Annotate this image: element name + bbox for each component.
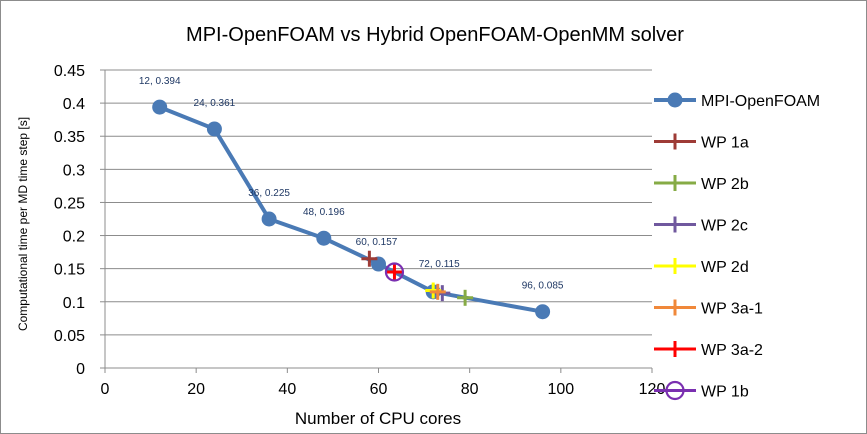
x-tick-label: 60 — [370, 381, 388, 398]
legend-item-wp-1a: WP 1a — [654, 133, 749, 152]
x-tick-label: 80 — [461, 381, 479, 398]
gridlines — [105, 69, 652, 336]
y-tick-label: 0.4 — [63, 96, 85, 113]
legend-item-wp-3a-1: WP 3a-1 — [654, 299, 763, 318]
x-tick-label: 120 — [639, 381, 666, 398]
y-tick-label: 0 — [76, 361, 85, 378]
legend-label: WP 2b — [701, 176, 749, 193]
legend: MPI-OpenFOAM WP 1a WP 2b WP 2c WP 2d WP 3a-1 W… — [654, 92, 820, 401]
chart-title: MPI-OpenFOAM vs Hybrid OpenFOAM-OpenMM s… — [186, 24, 684, 46]
y-tick-label: 0.45 — [54, 63, 85, 80]
legend-item-wp-2d: WP 2d — [654, 258, 749, 276]
legend-item-wp-2c: WP 2c — [654, 216, 748, 235]
x-tick-label: 0 — [101, 381, 110, 398]
y-tick-label: 0.1 — [63, 295, 85, 312]
y-axis-ticks: 0 0.05 0.1 0.15 0.2 0.25 0.3 0.35 0.4 0.45 — [54, 63, 85, 378]
y-tick-label: 0.3 — [63, 162, 85, 179]
data-label: 48, 0.196 — [303, 207, 345, 218]
x-axis-ticks: 0 20 40 60 80 100 120 — [101, 381, 666, 398]
y-tick-label: 0.2 — [63, 229, 85, 246]
legend-marker — [665, 380, 685, 401]
legend-label: WP 3a-2 — [701, 342, 763, 359]
data-label: 36, 0.225 — [248, 188, 290, 199]
legend-item-mpi-openfoam: MPI-OpenFOAM — [654, 92, 820, 110]
legend-label: WP 3a-1 — [701, 301, 763, 318]
x-tick-label: 20 — [187, 381, 205, 398]
data-point-wp-3a-1 — [429, 283, 446, 300]
legend-item-wp-3a-2: WP 3a-2 — [654, 341, 763, 359]
y-tick-label: 0.25 — [54, 195, 85, 212]
legend-label: WP 2d — [701, 259, 749, 276]
plot-area — [152, 99, 551, 320]
legend-label: WP 1a — [701, 135, 749, 152]
data-label: 24, 0.361 — [194, 98, 236, 109]
data-labels: 12, 0.394 24, 0.361 36, 0.225 48, 0.196 60, … — [139, 76, 564, 292]
data-point-mpi-openfoam — [261, 211, 277, 227]
x-tick-label: 40 — [278, 381, 296, 398]
data-point-wp-1b — [384, 262, 405, 282]
data-label: 60, 0.157 — [356, 237, 398, 248]
data-point-wp-1a — [361, 250, 378, 267]
data-label: 72, 0.115 — [419, 259, 460, 270]
x-axis-label: Number of CPU cores — [295, 409, 461, 428]
legend-marker — [667, 92, 683, 108]
y-tick-label: 0.35 — [54, 129, 85, 146]
y-tick-label: 0.15 — [54, 262, 85, 279]
legend-label: WP 1b — [701, 384, 749, 401]
data-point-mpi-openfoam — [206, 121, 222, 137]
series-line-mpi-openfoam — [158, 105, 543, 314]
legend-label: MPI-OpenFOAM — [701, 93, 820, 110]
y-tick-label: 0.05 — [54, 328, 85, 345]
y-axis-label: Computational time per MD time step [s] — [16, 117, 30, 331]
data-point-wp-2b — [457, 289, 474, 306]
x-tick-label: 100 — [547, 381, 574, 398]
axes — [100, 69, 653, 373]
legend-item-wp-1b: WP 1b — [654, 380, 749, 401]
data-point-mpi-openfoam — [316, 230, 332, 246]
data-label: 12, 0.394 — [139, 76, 181, 87]
data-point-mpi-openfoam — [535, 304, 551, 320]
data-point-wp-3a-2 — [386, 263, 403, 280]
legend-item-wp-2b: WP 2b — [654, 175, 749, 193]
data-point-mpi-openfoam — [152, 99, 168, 115]
data-point-mpi-openfoam — [371, 256, 386, 272]
legend-label: WP 2c — [701, 218, 748, 235]
data-label: 96, 0.085 — [522, 281, 564, 292]
